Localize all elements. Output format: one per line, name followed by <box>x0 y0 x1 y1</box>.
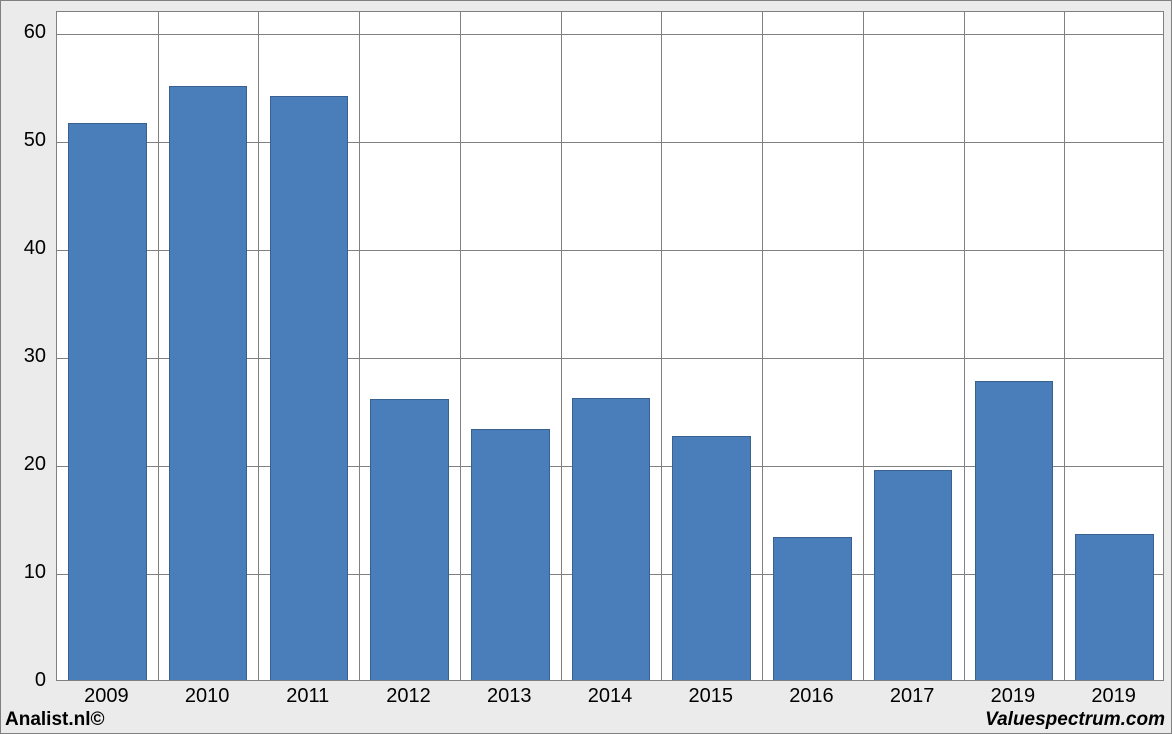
gridline-horizontal <box>57 34 1163 35</box>
gridline-vertical <box>863 12 864 680</box>
bar <box>370 399 449 680</box>
x-axis-label: 2013 <box>459 685 560 708</box>
gridline-vertical <box>258 12 259 680</box>
bar <box>68 123 147 680</box>
x-axis-label: 2012 <box>358 685 459 708</box>
bar <box>672 436 751 680</box>
x-axis-label: 2019 <box>963 685 1064 708</box>
y-axis-label: 40 <box>1 237 46 260</box>
y-axis-label: 50 <box>1 129 46 152</box>
bar <box>1075 534 1154 680</box>
y-axis-label: 20 <box>1 453 46 476</box>
y-axis-label: 0 <box>1 669 46 692</box>
plot-area <box>56 11 1164 681</box>
bar <box>471 429 550 680</box>
gridline-vertical <box>964 12 965 680</box>
x-axis-label: 2014 <box>560 685 661 708</box>
x-axis-label: 2009 <box>56 685 157 708</box>
gridline-vertical <box>359 12 360 680</box>
gridline-vertical <box>561 12 562 680</box>
y-axis-label: 60 <box>1 21 46 44</box>
footer-credit-right: Valuespectrum.com <box>985 709 1165 731</box>
bar <box>773 537 852 680</box>
bar <box>874 470 953 680</box>
x-axis-label: 2011 <box>257 685 358 708</box>
x-axis-label: 2010 <box>157 685 258 708</box>
y-axis-label: 30 <box>1 345 46 368</box>
chart-container: Analist.nl© Valuespectrum.com 0 10 20 30 40 5… <box>0 0 1172 734</box>
gridline-vertical <box>762 12 763 680</box>
gridline-vertical <box>460 12 461 680</box>
footer-credit-left: Analist.nl© <box>5 709 105 731</box>
gridline-vertical <box>1064 12 1065 680</box>
bar <box>975 381 1054 680</box>
x-axis-label: 2017 <box>862 685 963 708</box>
x-axis-label: 2016 <box>761 685 862 708</box>
bar <box>169 86 248 680</box>
bar <box>572 398 651 680</box>
x-axis-label: 2015 <box>660 685 761 708</box>
bar <box>270 96 349 680</box>
gridline-vertical <box>158 12 159 680</box>
gridline-vertical <box>661 12 662 680</box>
x-axis-label: 2019 <box>1063 685 1164 708</box>
y-axis-label: 10 <box>1 561 46 584</box>
